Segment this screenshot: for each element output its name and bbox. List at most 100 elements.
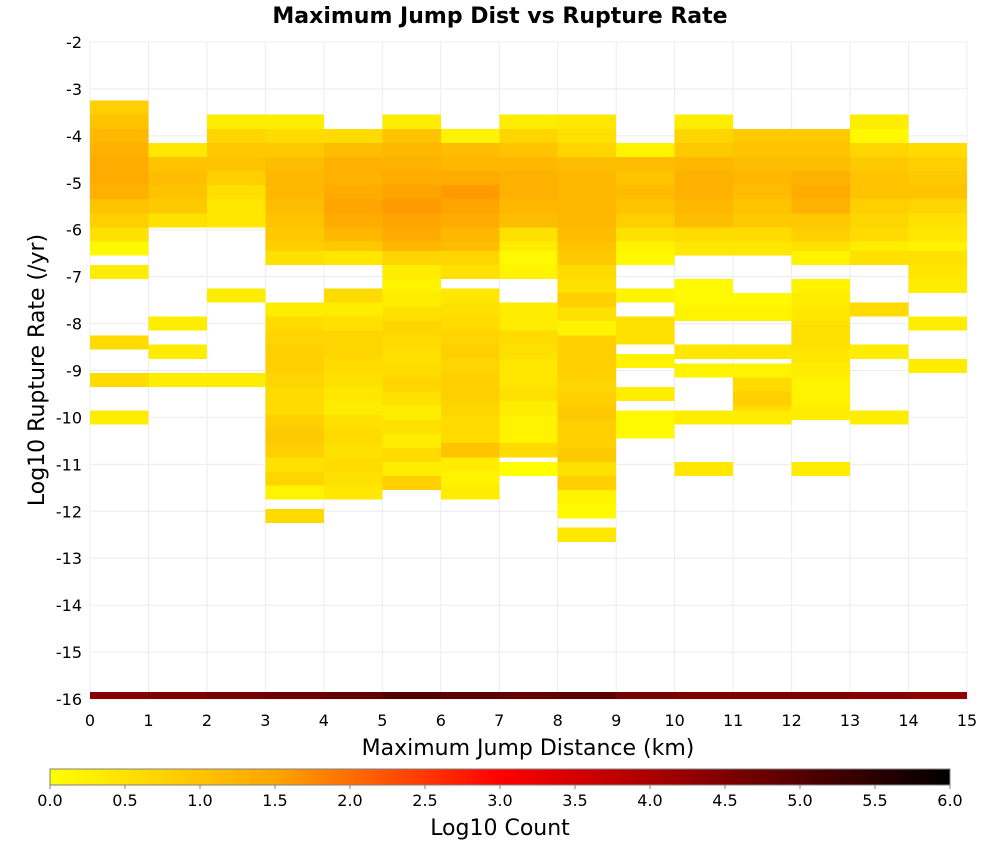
heatmap-cell [148,213,207,228]
heatmap-cell [908,250,967,265]
heatmap-cell [733,307,792,322]
heatmap-cell [440,128,500,143]
heatmap-cell [265,429,324,444]
heatmap-cell [382,293,441,308]
heatmap-cell [440,302,500,317]
colorbar-tick-label: 0.5 [112,791,137,810]
heatmap-cell [499,213,558,228]
colorbar-tick-label: 2.5 [412,791,437,810]
heatmap-cell [265,508,324,524]
heatmap-cell [557,307,617,322]
heatmap-cell [557,278,617,294]
heatmap-cell [791,363,851,378]
heatmap-cell [616,156,675,172]
heatmap-cell [323,386,383,402]
heatmap-cell [382,349,441,364]
heatmap-cell [499,386,558,402]
heatmap-cell [323,302,383,317]
bottom-band-cell [850,691,909,699]
heatmap-cell [908,264,967,279]
heatmap-cell [733,410,792,425]
heatmap-cell [499,227,558,242]
y-tick-label: -13 [56,549,82,568]
heatmap-cell [148,156,207,172]
heatmap-cell [908,142,967,157]
heatmap-cell [499,316,558,331]
heatmap-cell [440,142,500,157]
y-tick-label: -6 [66,221,82,240]
heatmap-cell [265,344,324,359]
heatmap-cell [499,302,558,317]
heatmap-cell [733,156,792,172]
heatmap-cell [206,171,266,186]
heatmap-cell [733,142,792,157]
heatmap-cell [148,199,207,214]
heatmap-cell [616,410,675,425]
heatmap-cell [674,410,734,425]
heatmap-cell [148,316,207,331]
y-tick-label: -15 [56,643,82,662]
heatmap-cell [850,302,909,317]
heatmap-cell [499,142,558,157]
bottom-band-cell [499,691,558,699]
heatmap-cell [791,128,851,143]
y-tick-label: -10 [56,408,82,427]
heatmap-cell [791,156,851,172]
heatmap-cell [791,142,851,157]
bottom-band-cell [733,691,792,699]
heatmap-cell [382,171,441,186]
bottom-band-cell [206,691,266,699]
heatmap-cell [908,213,967,228]
bottom-band-cell [791,691,851,699]
colorbar-tick-label: 0.0 [37,791,62,810]
bottom-band-cell [382,691,441,699]
y-axis-ticks: -2 -3 -4 -5 -6 -7 -8 -9 -10 -11 -12 -13 -14 -15 -16 [56,33,82,709]
heatmap-cell [265,443,324,458]
colorbar-tick-label: 4.0 [637,791,662,810]
heatmap-cell [850,227,909,242]
heatmap-cell [323,185,383,200]
heatmap-cell [557,462,617,477]
heatmap-cell [557,363,617,378]
heatmap-cell [674,114,734,129]
heatmap-cell [674,156,734,172]
heatmap-cell [733,344,792,359]
heatmap-cell [791,278,851,294]
y-tick-label: -12 [56,502,82,521]
heatmap-cell [791,185,851,200]
heatmap-cell [90,142,149,157]
colorbar-label: Log10 Count [430,816,570,841]
heatmap-cell [440,386,500,402]
heatmap-cell [90,264,149,279]
heatmap-cell [674,171,734,186]
heatmap-cell [674,241,734,256]
heatmap-cell [557,405,617,420]
heatmap-cell [499,171,558,186]
heatmap-cell [440,443,500,458]
heatmap-cell [674,307,734,322]
heatmap-cell [674,344,734,359]
heatmap-cell [616,250,675,265]
heatmap-cell [440,485,500,500]
heatmap-cell [499,429,558,444]
heatmap-cell [733,363,792,378]
heatmap-cell [616,185,675,200]
heatmap-cell [908,227,967,242]
heatmap-cell [90,213,149,228]
heatmap-cell [323,142,383,157]
heatmap-cell [616,199,675,214]
heatmap-cell [674,462,734,477]
heatmap-cell [557,293,617,308]
heatmap-cell [908,185,967,200]
heatmap-cell [206,199,266,214]
heatmap-cell [323,316,383,331]
heatmap-cell [733,185,792,200]
colorbar-tick-label: 5.0 [787,791,812,810]
heatmap-cell [791,307,851,322]
heatmap-cell [265,185,324,200]
heatmap-cell [323,156,383,172]
heatmap-cell [382,377,441,392]
heatmap-cell [440,344,500,359]
heatmap-cell [206,142,266,157]
